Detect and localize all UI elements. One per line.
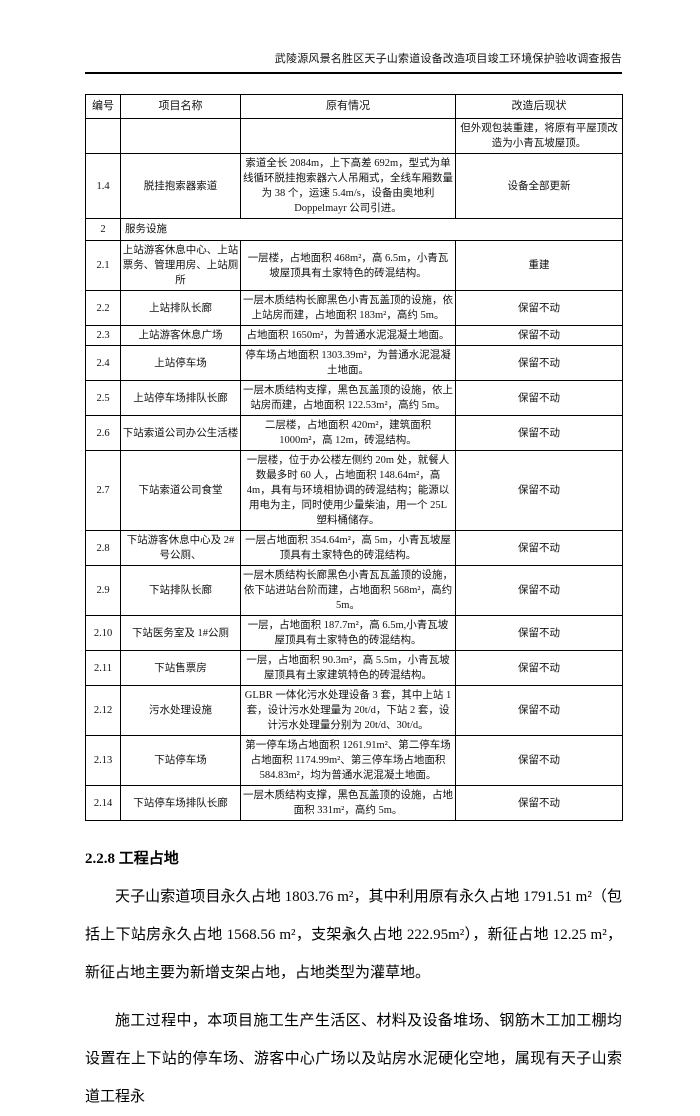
- cell-name: 下站游客休息中心及 2#号公厕、: [120, 530, 241, 566]
- cell-no: 2.12: [85, 685, 121, 736]
- cell-name: 上站游客休息中心、上站票务、管理用房、上站厕所: [120, 240, 241, 291]
- table-row: 2.9 下站排队长廊 一层木质结构长廊黑色小青瓦瓦盖顶的设施，依下站进站台阶而建…: [85, 565, 623, 616]
- cell-orig: 一层木质结构长廊黑色小青瓦瓦盖顶的设施，依下站进站台阶而建，占地面积 568m²…: [240, 565, 456, 616]
- cell-no: 2.13: [85, 735, 121, 786]
- table-row: 2.8 下站游客休息中心及 2#号公厕、 一层占地面积 354.64m²，高 5…: [85, 530, 623, 566]
- cell-name: 下站索道公司办公生活楼: [120, 415, 241, 451]
- cell-no: 2.7: [85, 450, 121, 531]
- cell-name: 下站售票房: [120, 650, 241, 686]
- cell-name: 上站游客休息广场: [120, 325, 241, 346]
- cell-orig: 二层楼，占地面积 420m²，建筑面积 1000m²，高 12m，砖混结构。: [240, 415, 456, 451]
- table-row: 2.5 上站停车场排队长廊 一层木质结构支撑，黑色瓦盖顶的设施，依上站房而建，占…: [85, 380, 623, 416]
- cell-no: 2: [85, 218, 121, 241]
- table-row: 2.2 上站排队长廊 一层木质结构长廊黑色小青瓦盖顶的设施，依上站房而建，占地面…: [85, 290, 623, 326]
- cell-status: 保留不动: [455, 290, 623, 326]
- cell-orig: 占地面积 1650m²，为普通水泥混凝土地面。: [240, 325, 456, 346]
- cell-orig: 一层楼，位于办公楼左侧约 20m 处，就餐人数最多时 60 人，占地面积 148…: [240, 450, 456, 531]
- cell-no: 2.1: [85, 240, 121, 291]
- cell-no: 2.10: [85, 615, 121, 651]
- table-row: 2.4 上站停车场 停车场占地面积 1303.39m²，为普通水泥混凝土地面。 …: [85, 345, 623, 381]
- cell-orig: 一层占地面积 354.64m²，高 5m，小青瓦坡屋顶具有土家特色的砖混结构。: [240, 530, 456, 566]
- cell-orig: GLBR 一体化污水处理设备 3 套，其中上站 1 套，设计污水处理量为 20t…: [240, 685, 456, 736]
- cell-orig: 一层，占地面积 187.7m²，高 6.5m,小青瓦坡屋顶具有土家特色的砖混结构…: [240, 615, 456, 651]
- cell-status: 保留不动: [455, 380, 623, 416]
- cell-orig: [240, 118, 456, 154]
- cell-name: 下站停车场: [120, 735, 241, 786]
- table-row: 2.7 下站索道公司食堂 一层楼，位于办公楼左侧约 20m 处，就餐人数最多时 …: [85, 450, 623, 531]
- cell-no: 2.14: [85, 785, 121, 821]
- cell-status: 保留不动: [455, 565, 623, 616]
- table-row: 2.13 下站停车场 第一停车场占地面积 1261.91m²、第二停车场占地面积…: [85, 735, 623, 786]
- column-header-no: 编号: [85, 94, 121, 119]
- table-row: 2.14 下站停车场排队长廊 一层木质结构支撑，黑色瓦盖顶的设施，占地面积 33…: [85, 785, 623, 821]
- cell-no: 2.2: [85, 290, 121, 326]
- cell-name: 上站停车场: [120, 345, 241, 381]
- table-section-row: 2 服务设施: [85, 218, 623, 241]
- cell-name: 上站停车场排队长廊: [120, 380, 241, 416]
- table-header-row: 编号 项目名称 原有情况 改造后现状: [85, 94, 623, 119]
- cell-orig: 一层楼，占地面积 468m²，高 6.5m，小青瓦坡屋顶具有土家特色的砖混结构。: [240, 240, 456, 291]
- cell-orig: 一层木质结构支撑，黑色瓦盖顶的设施，占地面积 331m²，高约 5m。: [240, 785, 456, 821]
- column-header-name: 项目名称: [120, 94, 241, 119]
- column-header-orig: 原有情况: [240, 94, 456, 119]
- cell-status: 重建: [455, 240, 623, 291]
- table-row: 2.12 污水处理设施 GLBR 一体化污水处理设备 3 套，其中上站 1 套，…: [85, 685, 623, 736]
- cell-name: 下站停车场排队长廊: [120, 785, 241, 821]
- cell-name: 下站排队长廊: [120, 565, 241, 616]
- cell-status: 保留不动: [455, 345, 623, 381]
- table-row: 2.10 下站医务室及 1#公厕 一层，占地面积 187.7m²，高 6.5m,…: [85, 615, 623, 651]
- table-row: 2.11 下站售票房 一层，占地面积 90.3m²，高 5.5m，小青瓦坡屋顶具…: [85, 650, 623, 686]
- cell-status: 保留不动: [455, 325, 623, 346]
- cell-no: 2.9: [85, 565, 121, 616]
- cell-name: 下站医务室及 1#公厕: [120, 615, 241, 651]
- cell-status: 保留不动: [455, 785, 623, 821]
- cell-status: 保留不动: [455, 735, 623, 786]
- cell-status: 保留不动: [455, 650, 623, 686]
- column-header-status: 改造后现状: [455, 94, 623, 119]
- page-number: 19: [344, 930, 356, 942]
- cell-orig: 第一停车场占地面积 1261.91m²、第二停车场占地面积 1174.99m²、…: [240, 735, 456, 786]
- table-row: 但外观包装重建，将原有平屋顶改造为小青瓦坡屋顶。: [85, 118, 623, 154]
- document-page: 武陵源风景名胜区天子山索道设备改造项目竣工环境保护验收调查报告 编号 项目名称 …: [85, 50, 623, 1116]
- table-row: 1.4 脱挂抱索器索道 索道全长 2084m，上下高差 692m，型式为单线循环…: [85, 153, 623, 219]
- cell-no: 2.11: [85, 650, 121, 686]
- cell-status: 保留不动: [455, 530, 623, 566]
- body-paragraph: 天子山索道项目永久占地 1803.76 m²，其中利用原有永久占地 1791.5…: [85, 889, 622, 981]
- cell-section-title: 服务设施: [120, 218, 623, 241]
- cell-status: 保留不动: [455, 415, 623, 451]
- cell-status: 但外观包装重建，将原有平屋顶改造为小青瓦坡屋顶。: [455, 118, 623, 154]
- running-header: 武陵源风景名胜区天子山索道设备改造项目竣工环境保护验收调查报告: [85, 50, 622, 74]
- cell-orig: 停车场占地面积 1303.39m²，为普通水泥混凝土地面。: [240, 345, 456, 381]
- table-row: 2.3 上站游客休息广场 占地面积 1650m²，为普通水泥混凝土地面。 保留不…: [85, 325, 623, 346]
- cell-name: 下站索道公司食堂: [120, 450, 241, 531]
- cell-status: 保留不动: [455, 450, 623, 531]
- cell-no: 1.4: [85, 153, 121, 219]
- cell-orig: 一层木质结构支撑，黑色瓦盖顶的设施，依上站房而建，占地面积 122.53m²，高…: [240, 380, 456, 416]
- cell-no: 2.4: [85, 345, 121, 381]
- cell-no: 2.6: [85, 415, 121, 451]
- cell-name: 脱挂抱索器索道: [120, 153, 241, 219]
- cell-orig: 一层，占地面积 90.3m²，高 5.5m，小青瓦坡屋顶具有土家建筑特色的砖混结…: [240, 650, 456, 686]
- cell-no: 2.8: [85, 530, 121, 566]
- cell-name: [120, 118, 241, 154]
- cell-orig: 索道全长 2084m，上下高差 692m，型式为单线循环脱挂抱索器六人吊厢式，全…: [240, 153, 456, 219]
- cell-name: 上站排队长廊: [120, 290, 241, 326]
- table-row: 2.6 下站索道公司办公生活楼 二层楼，占地面积 420m²，建筑面积 1000…: [85, 415, 623, 451]
- cell-no: [85, 118, 121, 154]
- table-row: 2.1 上站游客休息中心、上站票务、管理用房、上站厕所 一层楼，占地面积 468…: [85, 240, 623, 291]
- cell-name: 污水处理设施: [120, 685, 241, 736]
- body-paragraph: 施工过程中，本项目施工生产生活区、材料及设备堆场、钢筋木工加工棚均设置在上下站的…: [85, 1013, 622, 1105]
- cell-no: 2.5: [85, 380, 121, 416]
- cell-no: 2.3: [85, 325, 121, 346]
- section-heading: 2.2.8 工程占地: [85, 851, 179, 867]
- cell-status: 保留不动: [455, 685, 623, 736]
- cell-orig: 一层木质结构长廊黑色小青瓦盖顶的设施，依上站房而建，占地面积 183m²，高约 …: [240, 290, 456, 326]
- cell-status: 保留不动: [455, 615, 623, 651]
- header-title: 武陵源风景名胜区天子山索道设备改造项目竣工环境保护验收调查报告: [274, 53, 622, 65]
- cell-status: 设备全部更新: [455, 153, 623, 219]
- renovation-status-table: 编号 项目名称 原有情况 改造后现状 但外观包装重建，将原有平屋顶改造为小青瓦坡…: [85, 94, 623, 821]
